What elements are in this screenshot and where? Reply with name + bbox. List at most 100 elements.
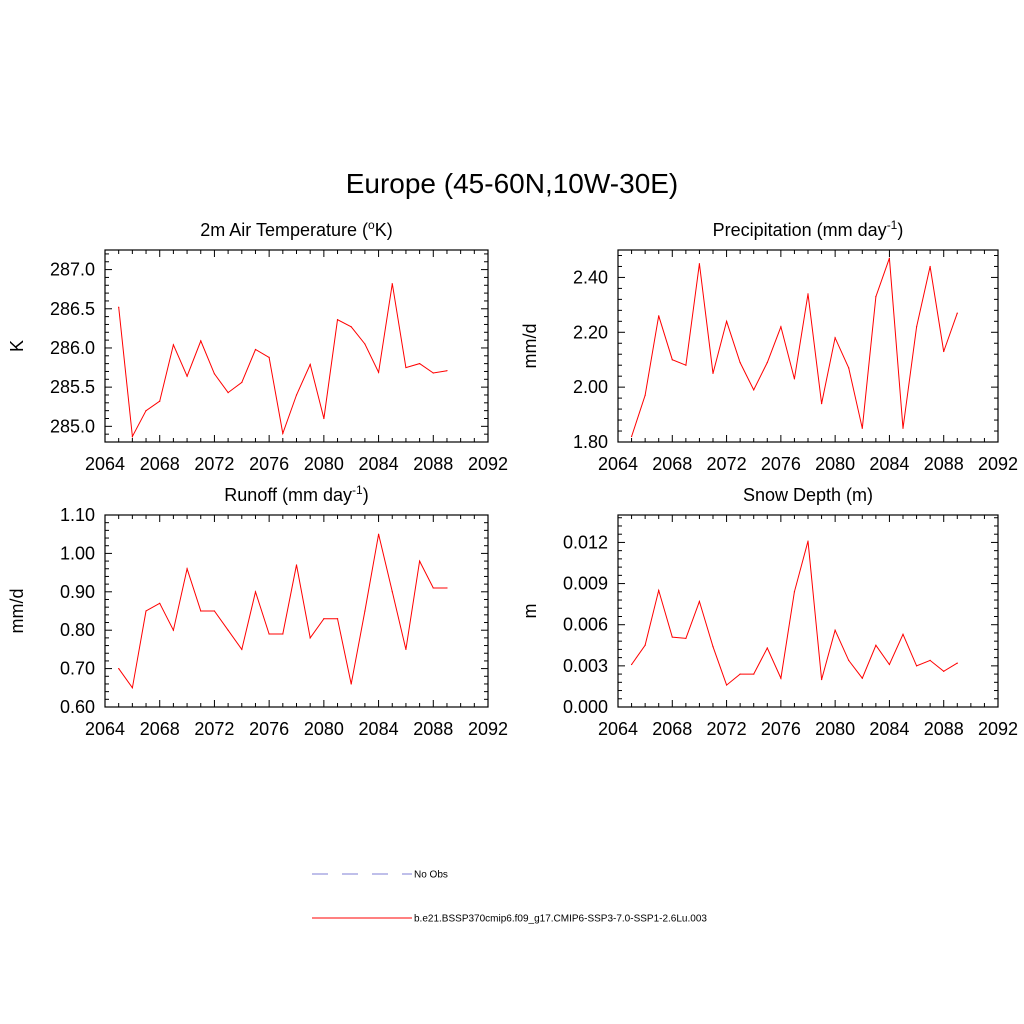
y-axis-label: K <box>7 340 27 352</box>
x-tick-label: 2088 <box>924 454 964 474</box>
data-point <box>159 400 161 402</box>
data-point <box>929 659 931 661</box>
x-tick-label: 2072 <box>194 719 234 739</box>
x-tick-label: 2084 <box>359 719 399 739</box>
y-tick-label: 1.10 <box>60 505 95 525</box>
series-line <box>631 258 958 437</box>
data-point <box>766 361 768 364</box>
data-point <box>145 610 147 612</box>
data-point <box>364 343 366 345</box>
y-axis-label: mm/d <box>520 324 540 369</box>
data-point <box>268 356 270 358</box>
data-point <box>159 602 161 604</box>
data-point <box>725 320 728 322</box>
x-tick-label: 2064 <box>598 454 638 474</box>
x-tick-label: 2072 <box>707 719 747 739</box>
x-tick-label: 2068 <box>140 719 180 739</box>
data-point <box>875 296 877 298</box>
y-tick-label: 285.5 <box>50 377 95 397</box>
data-point <box>956 662 958 664</box>
x-tick-label: 2084 <box>869 719 909 739</box>
plot-frame <box>104 249 489 443</box>
data-point <box>630 435 633 438</box>
y-tick-label: 2.00 <box>573 377 608 397</box>
x-tick-label: 2092 <box>468 719 508 739</box>
data-point <box>432 587 434 589</box>
x-tick-label: 2068 <box>140 454 180 474</box>
data-point <box>780 677 782 679</box>
data-point <box>323 618 325 620</box>
data-point <box>685 364 687 366</box>
data-point <box>254 591 257 593</box>
series-line <box>118 534 447 690</box>
data-point <box>200 340 202 342</box>
y-tick-label: 0.012 <box>563 532 608 552</box>
x-tick-label: 2088 <box>924 719 964 739</box>
data-point <box>131 435 133 438</box>
panel-title: 2m Air Temperature (oK) <box>200 218 392 240</box>
data-point <box>712 372 714 375</box>
data-point <box>227 629 229 631</box>
data-point <box>377 533 380 535</box>
y-tick-label: 287.0 <box>50 260 95 280</box>
legend: No Obs b.e21.BSSP370cmip6.f09_g17.CMIP6-… <box>312 870 707 925</box>
data-point <box>888 257 891 259</box>
data-point <box>725 684 728 686</box>
data-point <box>419 560 421 562</box>
x-tick-label: 2092 <box>978 454 1018 474</box>
data-point <box>309 637 311 639</box>
y-tick-label: 0.003 <box>563 656 608 676</box>
data-point <box>630 663 633 666</box>
data-point <box>323 417 325 420</box>
data-point <box>902 633 904 635</box>
x-tick-label: 2076 <box>249 454 289 474</box>
data-point <box>712 646 714 648</box>
data-point <box>956 312 958 314</box>
data-point <box>172 629 174 631</box>
y-tick-label: 286.0 <box>50 338 95 358</box>
data-point <box>213 373 216 375</box>
data-point <box>446 370 448 372</box>
data-point <box>405 648 407 651</box>
data-point <box>793 378 796 380</box>
data-point <box>309 363 311 366</box>
x-tick-label: 2080 <box>815 454 855 474</box>
data-point <box>780 326 782 328</box>
data-point <box>364 610 366 612</box>
x-tick-label: 2064 <box>598 719 638 739</box>
data-point <box>419 363 421 365</box>
x-tick-label: 2076 <box>249 719 289 739</box>
data-point <box>145 410 147 412</box>
data-point <box>888 663 891 666</box>
data-point <box>861 427 863 429</box>
data-point <box>820 678 823 681</box>
data-point <box>432 372 434 374</box>
y-tick-label: 2.20 <box>573 322 608 342</box>
data-point <box>268 633 270 635</box>
data-point <box>753 673 755 675</box>
panel-snow-depth: Snow Depth (m) m 2064 2068 2072 2076 2080 2084 2… <box>520 485 1018 739</box>
data-point <box>671 359 673 361</box>
data-point <box>658 315 660 317</box>
chart-panels: 2m Air Temperature (oK) K 2064 2068 2072 2076… <box>7 218 1018 739</box>
y-tick-label: 1.00 <box>60 543 95 563</box>
x-tick-label: 2072 <box>707 454 747 474</box>
y-tick-label: 2.40 <box>573 267 608 287</box>
main-title: Europe (45-60N,10W-30E) <box>345 168 679 199</box>
x-tick-label: 2064 <box>85 454 125 474</box>
data-point <box>282 633 284 635</box>
data-point <box>282 432 284 434</box>
data-point <box>391 283 393 285</box>
y-tick-label: 286.5 <box>50 299 95 319</box>
data-point <box>644 644 646 646</box>
y-tick-label: 0.60 <box>60 697 95 717</box>
data-point <box>875 644 877 646</box>
data-point <box>172 344 174 346</box>
data-point <box>350 683 352 685</box>
data-point <box>644 394 646 396</box>
x-tick-label: 2084 <box>359 454 399 474</box>
data-point <box>118 668 120 670</box>
y-tick-label: 0.70 <box>60 659 95 679</box>
panel-title: Snow Depth (m) <box>743 485 873 505</box>
data-point <box>200 610 202 612</box>
